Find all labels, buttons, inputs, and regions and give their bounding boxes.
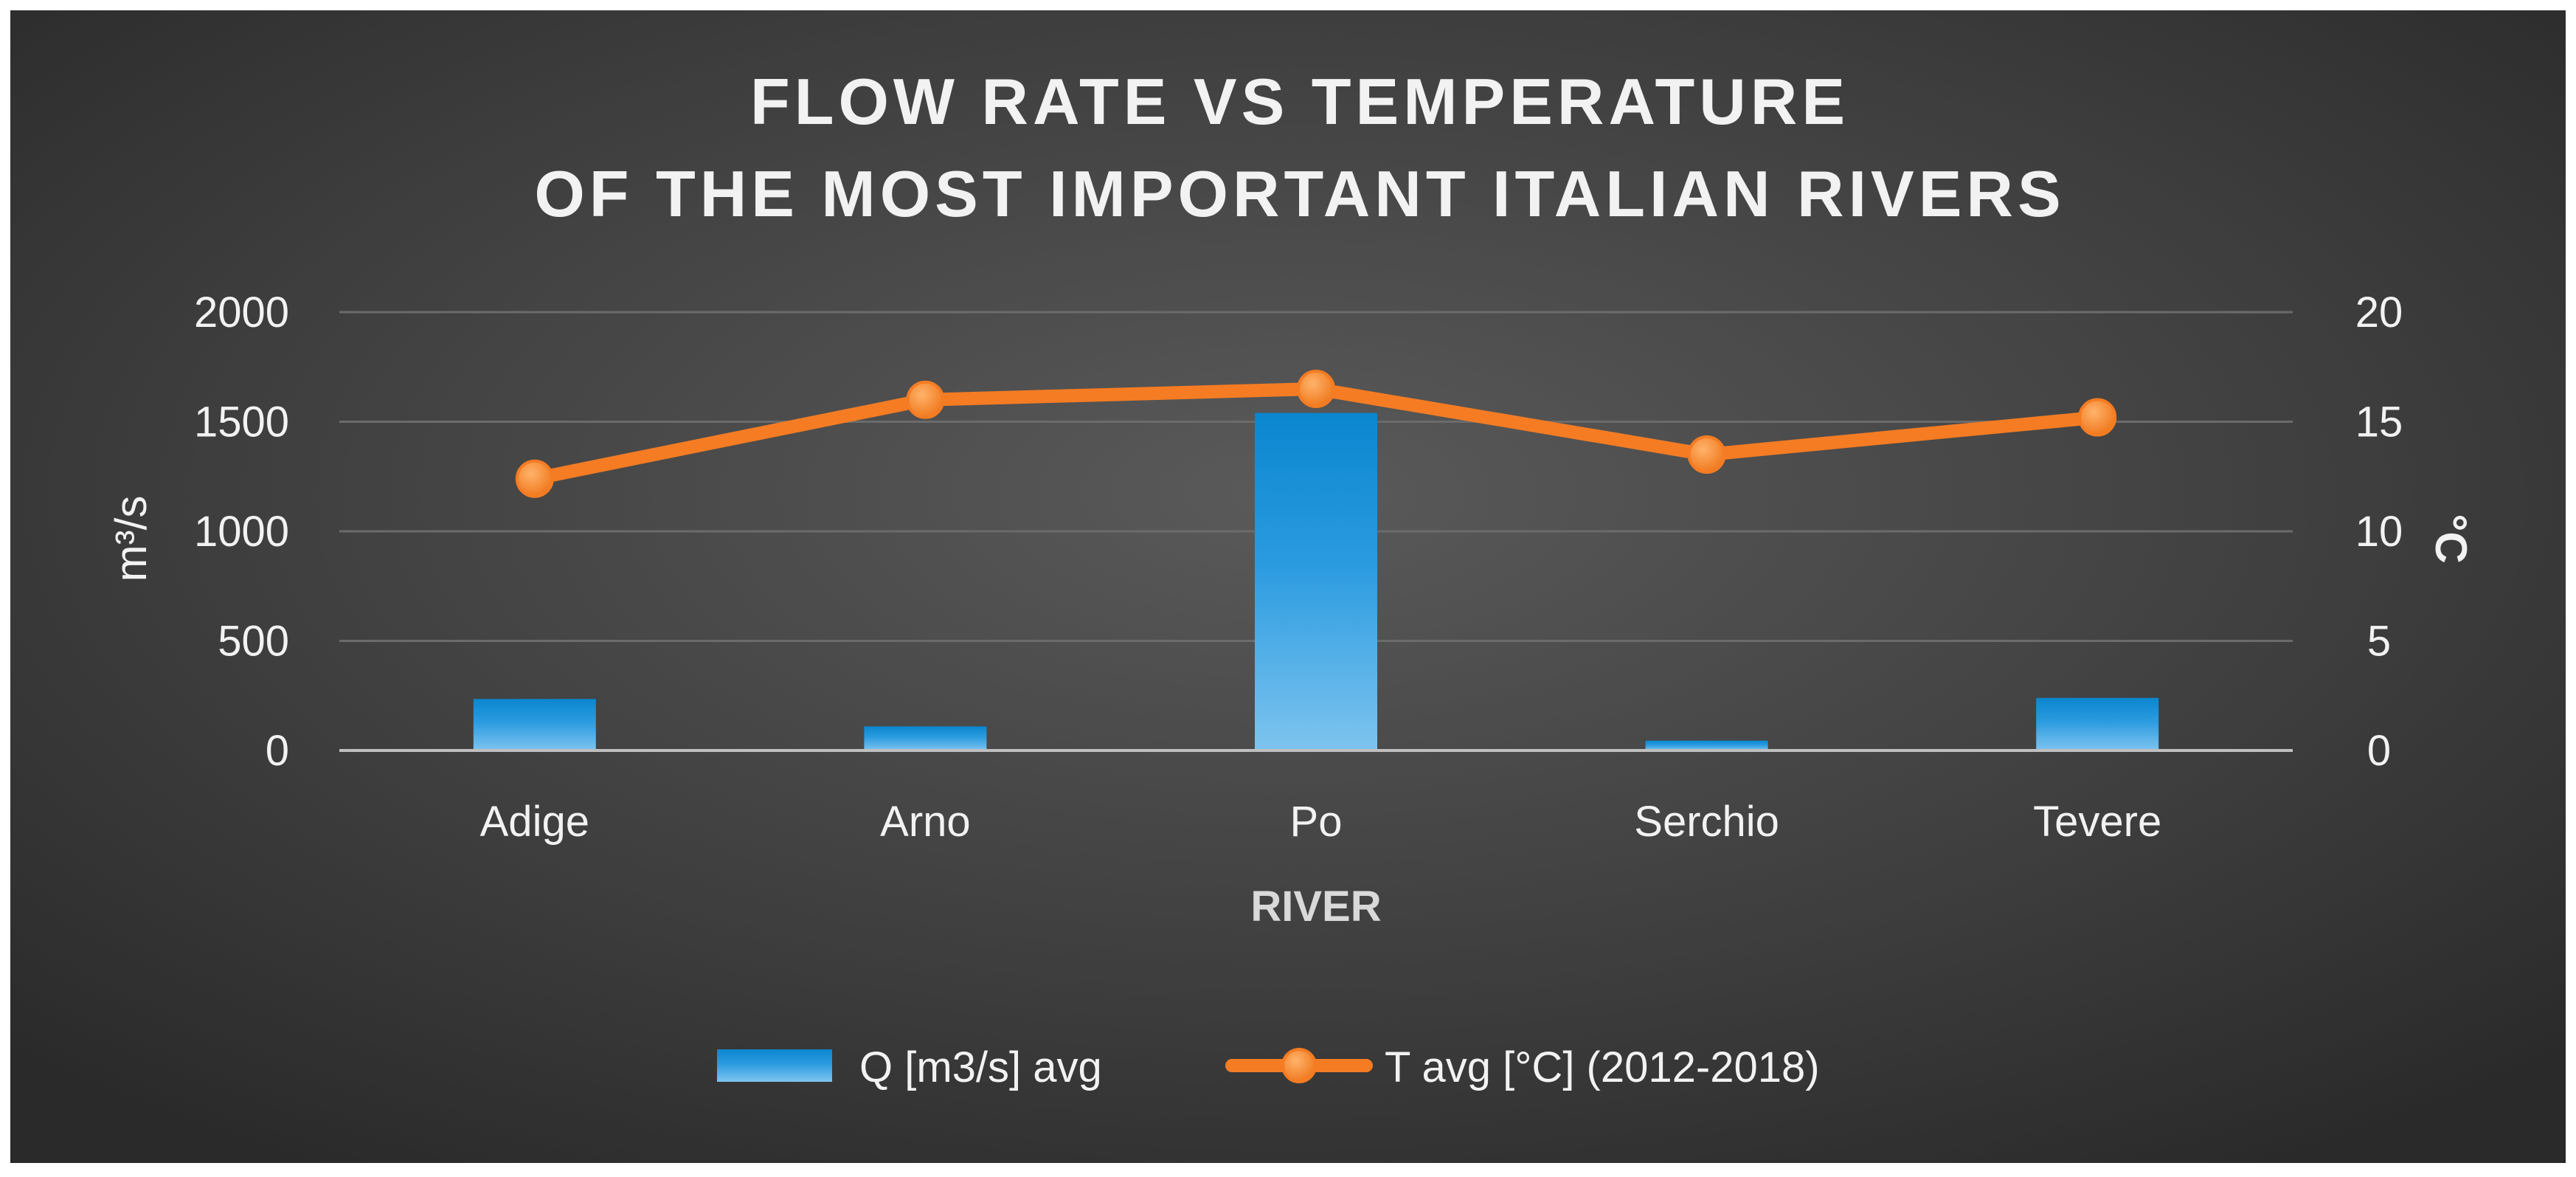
y-left-tick-label: 500: [218, 618, 289, 666]
legend: Q [m3/s] avg T avg [°C] (2012-2018): [717, 1043, 1820, 1091]
bar-tevere: [2036, 697, 2159, 750]
x-tick-label: Serchio: [1634, 798, 1779, 846]
bar-serchio: [1645, 740, 1768, 750]
y-left-tick-label: 1500: [194, 398, 289, 446]
y-left-axis-title: m³/s: [106, 496, 156, 582]
chart-title-line-2: OF THE MOST IMPORTANT ITALIAN RIVERS: [534, 157, 2065, 230]
y-right-tick-label: 20: [2355, 289, 2403, 336]
y-right-axis-title: °C: [2426, 514, 2476, 563]
x-tick-label: Po: [1290, 798, 1343, 846]
y-right-tick-label: 5: [2367, 618, 2391, 666]
x-tick-labels: Adige Arno Po Serchio Tevere: [480, 798, 2162, 846]
y-right-tick-label: 15: [2355, 398, 2403, 446]
x-tick-label: Adige: [480, 798, 589, 846]
y-left-tick-label: 1000: [194, 508, 289, 556]
y-right-tick-labels: 0 5 10 15 20: [2355, 289, 2403, 775]
x-tick-label: Tevere: [2033, 798, 2161, 846]
legend-bar-swatch: [717, 1049, 832, 1082]
y-left-tick-labels: 0 500 1000 1500 2000: [194, 289, 289, 775]
x-axis-title: RIVER: [1250, 883, 1381, 931]
bar-arno: [864, 726, 987, 750]
marker-po: [1297, 369, 1335, 408]
bar-po: [1255, 413, 1377, 750]
x-tick-label: Arno: [880, 798, 971, 846]
y-left-tick-label: 2000: [194, 289, 289, 336]
y-left-tick-label: 0: [266, 727, 289, 775]
y-right-tick-label: 10: [2355, 508, 2403, 556]
chart-title-line-1: FLOW RATE VS TEMPERATURE: [750, 65, 1849, 138]
legend-line-marker: [1281, 1048, 1317, 1083]
legend-line-label: T avg [°C] (2012-2018): [1385, 1043, 1820, 1091]
marker-serchio: [1687, 435, 1726, 474]
legend-bar-label: Q [m3/s] avg: [859, 1043, 1102, 1091]
line-series: [515, 369, 2117, 498]
marker-adige: [515, 459, 554, 498]
bar-adige: [473, 699, 596, 750]
marker-arno: [906, 380, 945, 419]
y-right-tick-label: 0: [2367, 727, 2391, 775]
marker-tevere: [2078, 398, 2117, 437]
bar-series: [473, 413, 2159, 750]
